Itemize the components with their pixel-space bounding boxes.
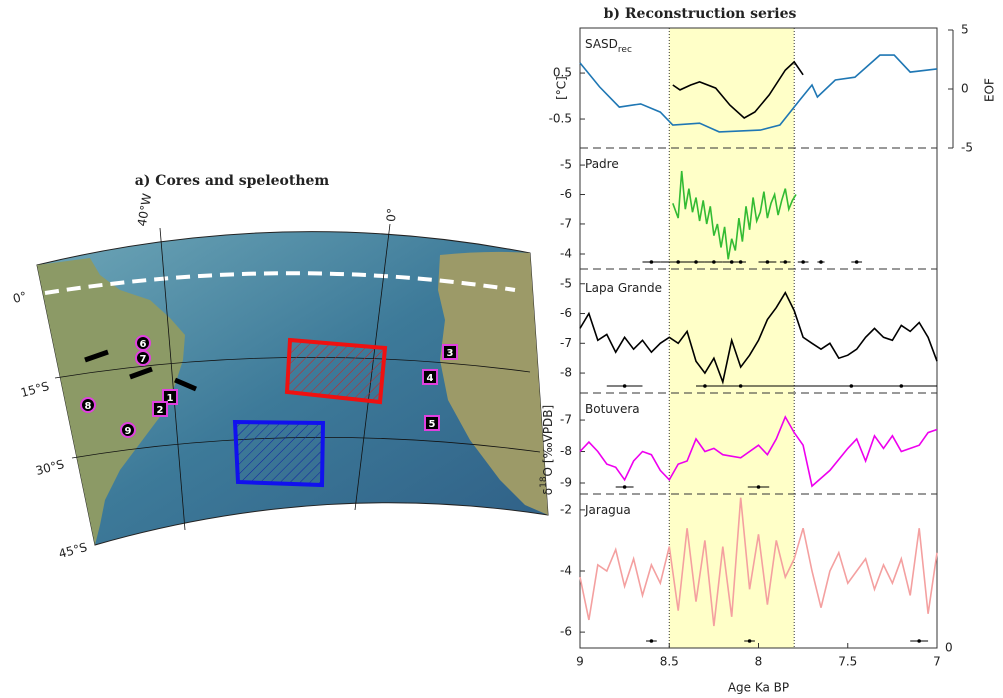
y2-tick-label: 0	[961, 82, 969, 96]
y2-tick-label: 5	[961, 23, 969, 37]
x-tick-label: 8.5	[660, 655, 679, 669]
label-text: Lapa Grande	[585, 281, 662, 295]
y-tick-label: -4	[560, 564, 572, 578]
age-marker	[739, 260, 743, 264]
x-tick-label: 8	[755, 655, 763, 669]
y-axis-label: [°C]	[555, 76, 569, 100]
age-marker	[748, 639, 752, 643]
y-tick-label: -2	[560, 502, 572, 516]
age-marker	[739, 384, 743, 388]
map-title: a) Cores and speleothem	[135, 173, 330, 189]
label-text: SASD	[585, 37, 618, 51]
site-label: 6	[140, 339, 147, 350]
y-tick-label: -0.5	[549, 112, 572, 126]
panel-label: Jaragua	[584, 503, 631, 517]
x-tick-label: 9	[576, 655, 584, 669]
site-label: 8	[85, 401, 92, 412]
y-tick-label: -6	[560, 306, 572, 320]
site-label: 3	[447, 348, 454, 359]
label-text: O [‰VPDB]	[541, 405, 555, 477]
y-tick-label: -7	[560, 336, 572, 350]
y-tick-label: -4	[560, 247, 572, 261]
lat-label: 45°S	[57, 540, 89, 561]
age-marker	[783, 260, 787, 264]
age-marker	[757, 485, 761, 489]
lat-label: 0°	[11, 289, 28, 306]
label-text: Padre	[585, 157, 619, 171]
label-superscript: 18	[539, 476, 549, 488]
x-tick-label: 7	[933, 655, 941, 669]
panel-label: Padre	[585, 157, 619, 171]
age-marker	[650, 260, 654, 264]
age-marker	[855, 260, 859, 264]
panel-label: Lapa Grande	[585, 281, 662, 295]
site-label: 4	[427, 373, 434, 384]
age-marker	[623, 485, 627, 489]
lat-label: 30°S	[34, 457, 66, 478]
age-marker	[712, 260, 716, 264]
lat-label: 15°S	[19, 379, 51, 400]
panel-label: Botuvera	[585, 402, 640, 416]
y-tick-label: -7	[560, 216, 572, 230]
label-text: δ	[541, 488, 555, 495]
y2-axis-label: EOF	[983, 78, 997, 102]
y2-tick-label: 0	[945, 641, 953, 655]
x-axis-label: Age Ka BP	[728, 681, 789, 695]
age-marker	[801, 260, 805, 264]
region-box	[235, 422, 323, 485]
figure: a) Cores and speleothem 40°W 0° 0° 15°S …	[0, 0, 1003, 698]
site-label: 7	[140, 354, 147, 365]
site-label: 9	[125, 426, 132, 437]
age-marker	[819, 260, 823, 264]
lon-label: 0°	[384, 208, 399, 223]
y2-tick-label: -5	[961, 141, 973, 155]
y-tick-label: -6	[560, 625, 572, 639]
age-marker	[676, 260, 680, 264]
y-tick-label: -5	[560, 276, 572, 290]
panel-label: SASDrec	[585, 37, 632, 55]
y-tick-label: -6	[560, 187, 572, 201]
y-axis-label: δ18O [‰VPDB]	[539, 405, 555, 495]
y-tick-label: -8	[560, 444, 572, 458]
label-subscript: rec	[618, 45, 632, 55]
lon-label: 40°W	[135, 192, 155, 227]
age-marker	[917, 639, 921, 643]
age-marker	[766, 260, 770, 264]
age-marker	[623, 384, 627, 388]
y-tick-label: -7	[560, 413, 572, 427]
chart-title: b) Reconstruction series	[604, 6, 797, 22]
age-marker	[694, 260, 698, 264]
y-tick-label: -8	[560, 366, 572, 380]
map: a) Cores and speleothem 40°W 0° 0° 15°S …	[11, 173, 548, 561]
site-label: 2	[157, 405, 164, 416]
region-box	[287, 340, 385, 402]
label-text: Jaragua	[584, 503, 631, 517]
y-tick-label: -5	[560, 158, 572, 172]
y-tick-label: -9	[560, 475, 572, 489]
age-marker	[850, 384, 854, 388]
age-marker	[650, 639, 654, 643]
label-text: Botuvera	[585, 402, 640, 416]
x-tick-label: 7.5	[838, 655, 857, 669]
age-marker	[730, 260, 734, 264]
site-label: 5	[429, 419, 436, 430]
